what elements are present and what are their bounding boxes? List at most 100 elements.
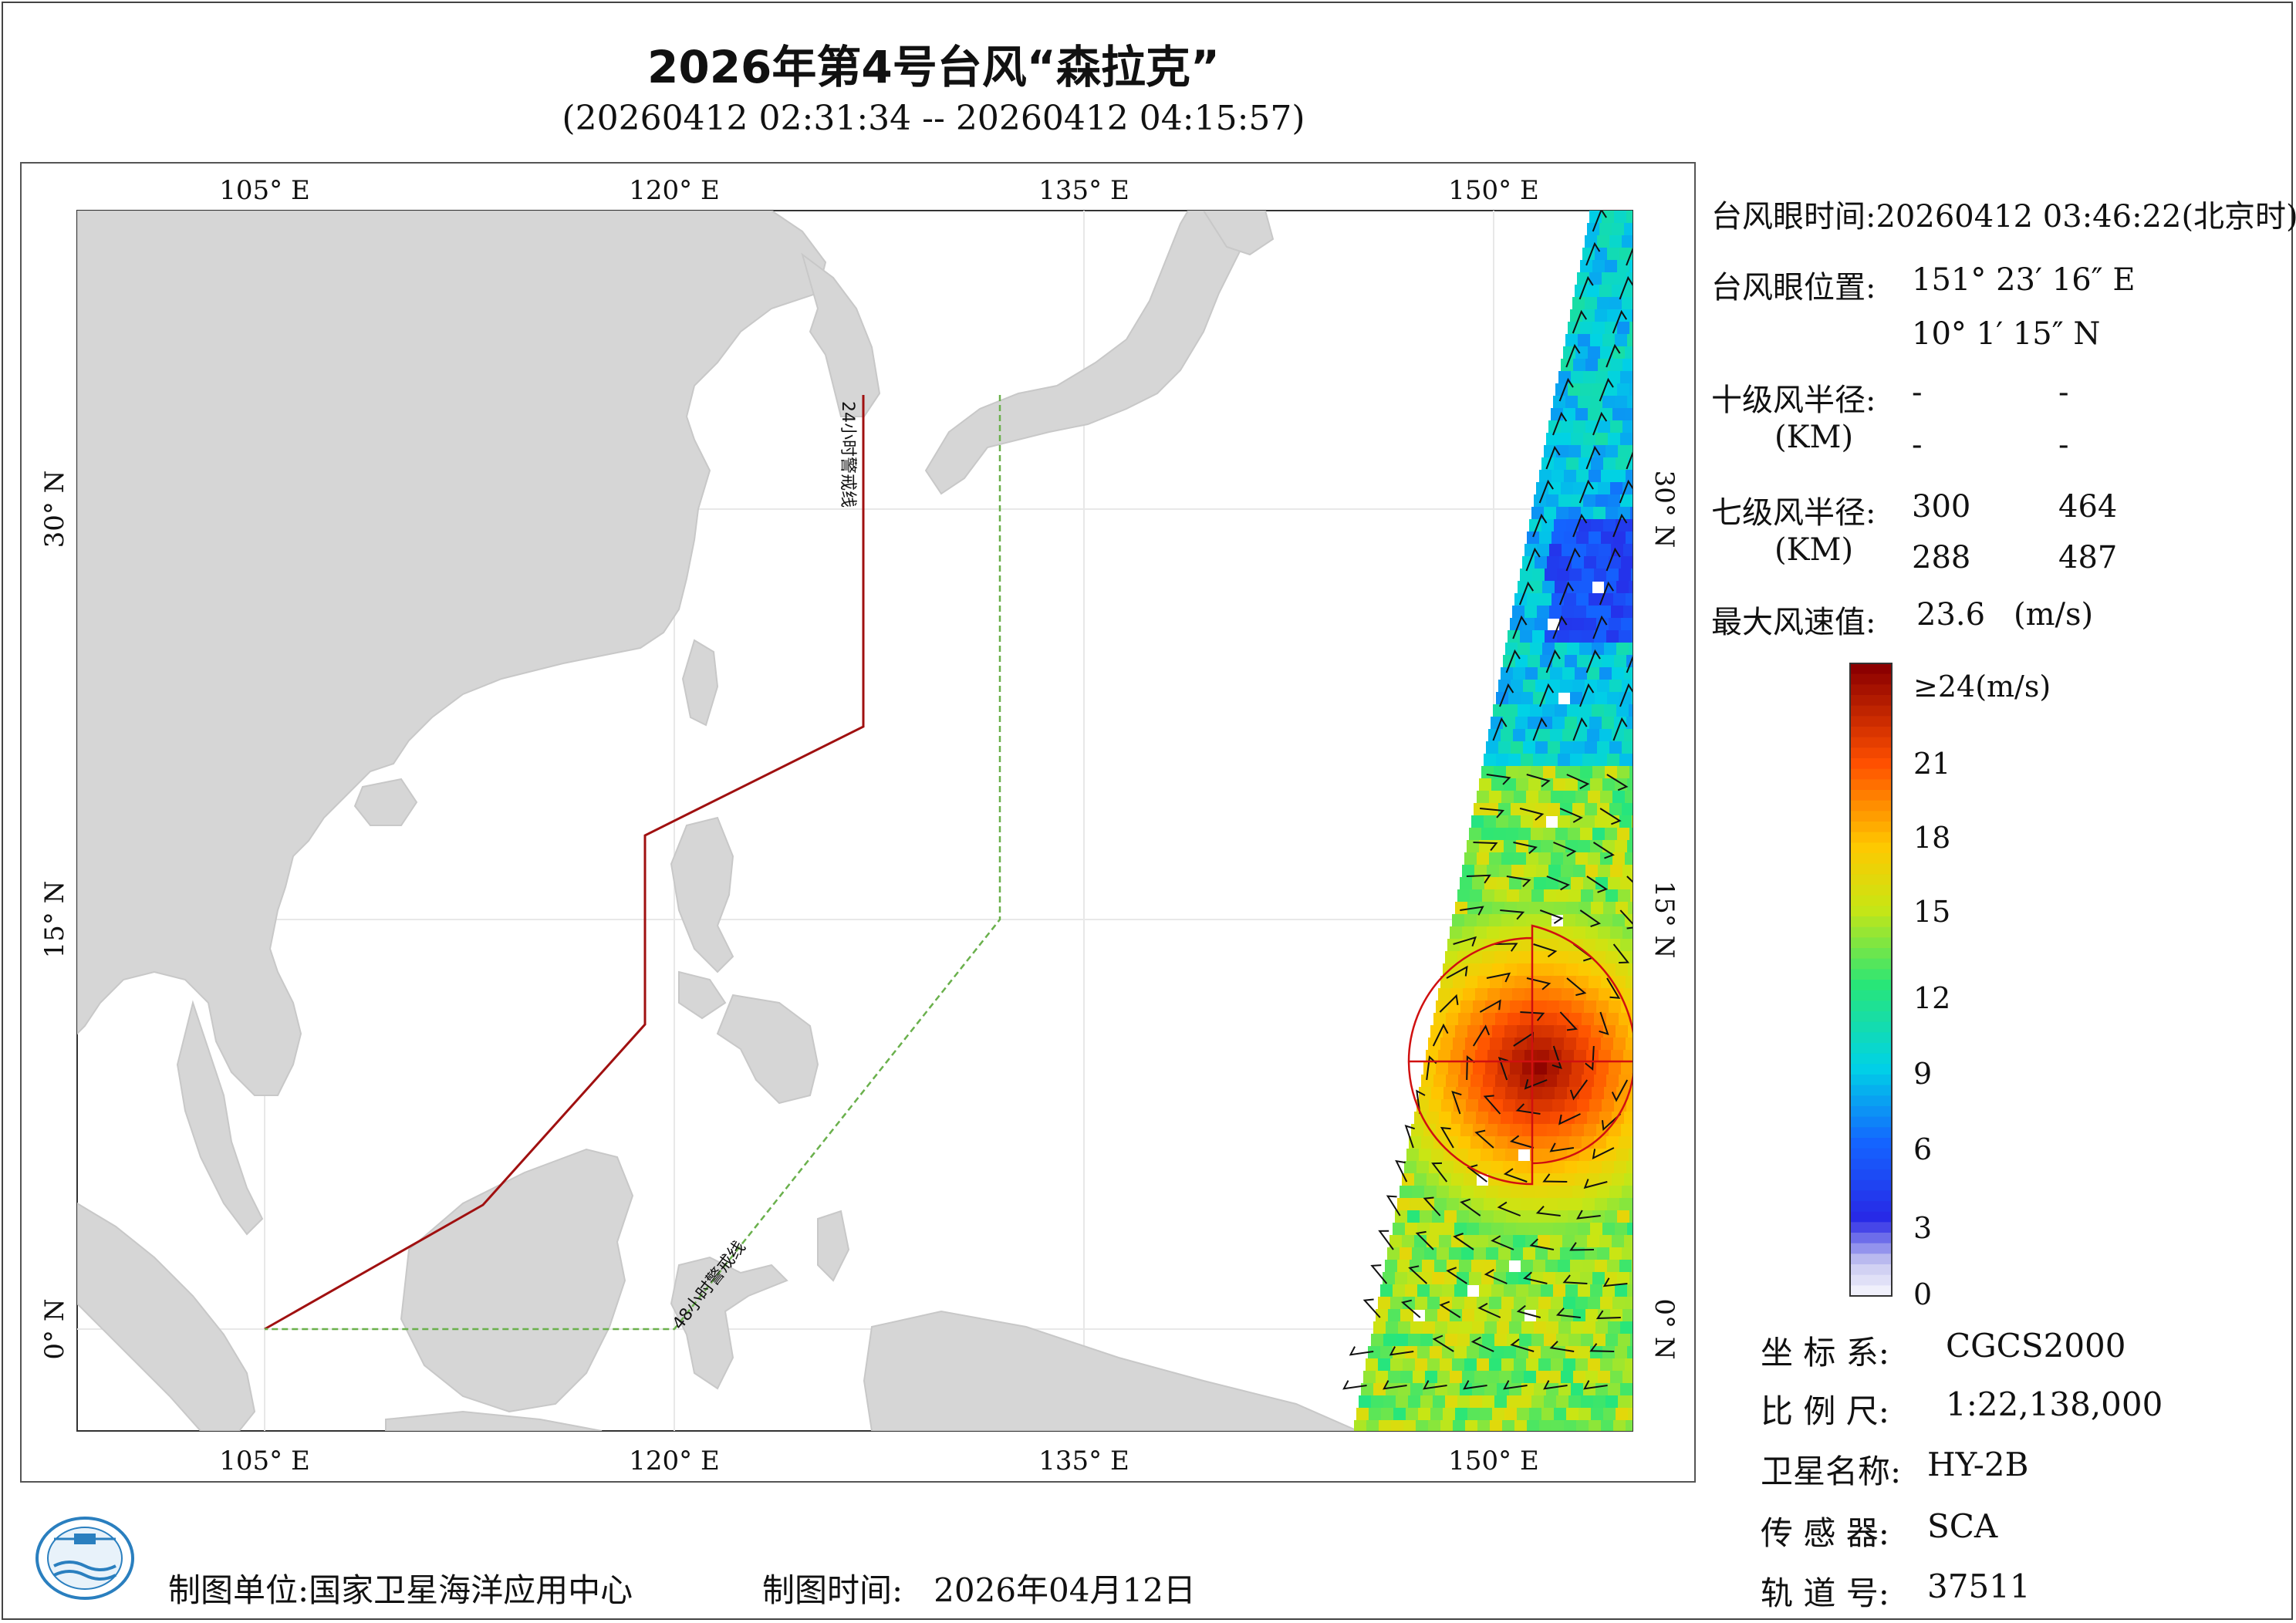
swath-cell bbox=[1551, 1297, 1564, 1310]
swath-cell bbox=[1481, 828, 1494, 841]
swath-cell bbox=[1556, 1395, 1569, 1409]
swath-cell bbox=[1507, 951, 1520, 964]
swath-cell bbox=[1430, 1284, 1443, 1297]
swath-cell bbox=[1421, 1075, 1434, 1088]
swath-cell bbox=[1565, 1161, 1578, 1174]
lon-tick-top: 135° E bbox=[1038, 175, 1129, 206]
swath-cell bbox=[1619, 754, 1633, 767]
swath-cell bbox=[1437, 1371, 1450, 1384]
swath-cell bbox=[1554, 1025, 1567, 1038]
swath-cell bbox=[1572, 1186, 1585, 1199]
swath-cell bbox=[1631, 1013, 1633, 1026]
colorbar-segment bbox=[1850, 1043, 1892, 1054]
land-taiwan bbox=[681, 639, 719, 727]
swath-cell bbox=[1597, 235, 1610, 248]
swath-cell bbox=[1511, 803, 1524, 816]
swath-cell bbox=[1501, 667, 1514, 680]
swath-cell bbox=[1622, 1309, 1633, 1322]
swath-cell bbox=[1608, 494, 1621, 508]
wind-barb bbox=[1586, 876, 1609, 893]
swath-cell bbox=[1467, 1223, 1480, 1236]
swath-cell bbox=[1454, 1223, 1467, 1236]
swath-cell bbox=[1499, 865, 1512, 878]
scale-label: 比 例 尺: bbox=[1761, 1392, 1889, 1430]
swath-cell bbox=[1608, 371, 1621, 384]
swath-cell bbox=[1606, 889, 1619, 903]
swath-cell bbox=[1482, 951, 1495, 964]
swath-cell bbox=[1491, 1161, 1504, 1174]
swath-cell bbox=[1624, 729, 1633, 742]
wind-barb bbox=[1569, 1079, 1589, 1101]
swath-cell bbox=[1598, 926, 1611, 940]
swath-cell bbox=[1588, 1297, 1601, 1310]
swath-cell bbox=[1609, 1000, 1622, 1014]
swath-cell bbox=[1566, 1025, 1579, 1038]
swath-cell bbox=[1571, 877, 1584, 890]
wind-barb bbox=[1499, 683, 1514, 707]
swath-cell bbox=[1587, 1112, 1600, 1125]
swath-cell bbox=[1456, 1087, 1469, 1100]
swath-cell bbox=[1508, 815, 1521, 828]
lat-tick-right: 30° N bbox=[1649, 471, 1680, 548]
swath-cell bbox=[1549, 988, 1562, 1001]
swath-cell bbox=[1482, 1395, 1495, 1409]
swath-cell bbox=[1423, 1383, 1436, 1396]
swath-cell bbox=[1598, 359, 1611, 372]
tick-labels: 105° E 120° E 135° E 150° E 105° E 120° … bbox=[39, 175, 1680, 1476]
swath-cell bbox=[1612, 1173, 1625, 1186]
wind-barb bbox=[1480, 808, 1505, 818]
map-subtitle: (20260412 02:31:34 -- 20260412 04:15:57) bbox=[562, 99, 1305, 138]
land-java bbox=[385, 1410, 603, 1431]
swath-cell bbox=[1579, 1087, 1592, 1100]
swath-cell bbox=[1619, 1198, 1633, 1211]
swath-cell bbox=[1513, 1235, 1526, 1248]
swath-cell bbox=[1577, 1161, 1590, 1174]
swath-cell bbox=[1595, 494, 1609, 508]
swath-cell bbox=[1608, 877, 1621, 890]
swath-cell bbox=[1557, 1136, 1570, 1149]
swath-cell bbox=[1444, 1210, 1457, 1223]
swath-cell bbox=[1497, 1000, 1511, 1014]
swath-cell bbox=[1581, 1334, 1594, 1347]
swath-cell bbox=[1429, 1099, 1442, 1112]
wind-barb bbox=[1513, 842, 1538, 855]
colorbar-segment bbox=[1850, 1190, 1892, 1202]
swath-cell bbox=[1422, 1198, 1435, 1211]
swath-cell bbox=[1562, 1050, 1575, 1063]
swath-cell bbox=[1585, 359, 1599, 372]
swath-cell bbox=[1531, 1272, 1544, 1285]
swath-cell bbox=[1491, 1284, 1504, 1297]
swath-cell bbox=[1616, 1025, 1629, 1038]
swath-cell bbox=[1467, 1025, 1481, 1038]
swath-cell bbox=[1541, 1025, 1555, 1038]
colorbar-segment bbox=[1850, 822, 1892, 833]
swath-cell bbox=[1563, 914, 1576, 927]
swath-cell bbox=[1445, 951, 1458, 964]
swath-cell bbox=[1539, 1038, 1552, 1051]
swath-cell bbox=[1505, 704, 1518, 717]
swath-cell bbox=[1629, 704, 1633, 717]
wind-barb bbox=[1545, 649, 1561, 673]
wind-barb bbox=[1606, 547, 1621, 572]
swath-cell bbox=[1630, 889, 1633, 903]
swath-cell bbox=[1592, 1272, 1606, 1285]
swath-cell bbox=[1481, 1149, 1494, 1162]
wind-barb bbox=[1606, 977, 1621, 999]
swath-cell bbox=[1555, 1210, 1568, 1223]
swath-cell bbox=[1447, 1198, 1460, 1211]
swath-cell bbox=[1554, 457, 1567, 471]
swath-cell bbox=[1492, 1408, 1505, 1421]
swath-cell bbox=[1627, 840, 1633, 853]
swath-cell bbox=[1595, 692, 1608, 705]
swath-cell bbox=[1572, 1124, 1585, 1137]
swath-cell bbox=[1600, 914, 1613, 927]
swath-cell bbox=[1359, 1395, 1372, 1409]
warning-line-24h bbox=[264, 395, 865, 1331]
swath-cell bbox=[1565, 778, 1578, 791]
swath-cell bbox=[1568, 507, 1582, 520]
swath-cell bbox=[1536, 865, 1549, 878]
swath-cell bbox=[1578, 840, 1591, 853]
swath-cell bbox=[1520, 1075, 1533, 1088]
lat-tick-left: 30° N bbox=[39, 471, 70, 548]
swath-cell bbox=[1592, 1210, 1606, 1223]
